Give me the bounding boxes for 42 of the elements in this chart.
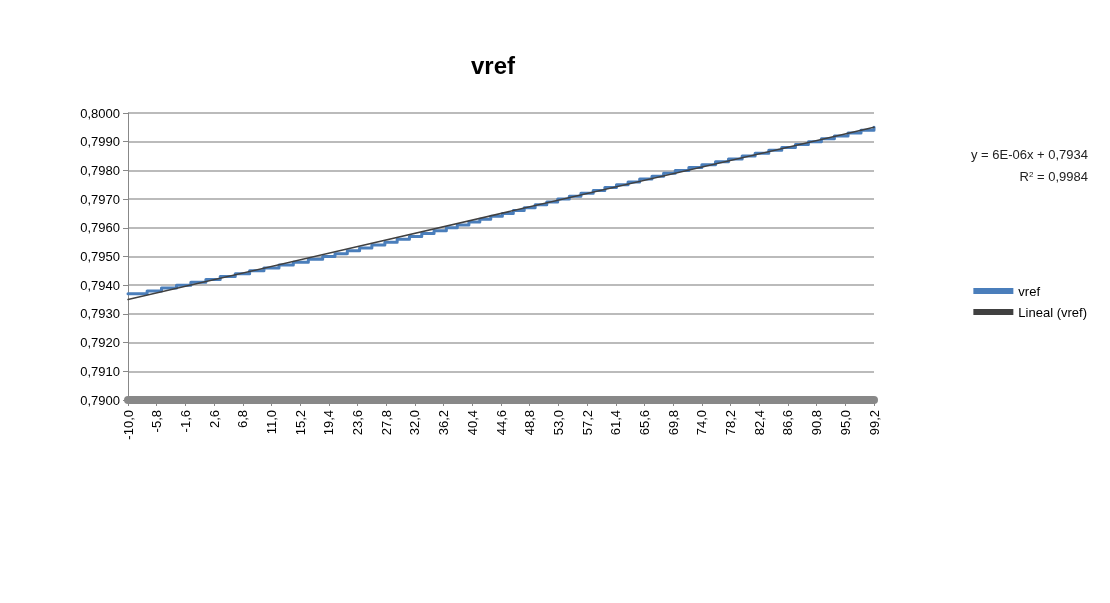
x-tick-label: 53,0 bbox=[550, 410, 566, 436]
y-tick-label: 0,7940 bbox=[80, 277, 120, 293]
x-tick-label: 2,6 bbox=[206, 410, 222, 429]
x-tick-label: 95,0 bbox=[837, 410, 853, 436]
x-tick-label: 82,4 bbox=[751, 410, 767, 436]
x-tick-label: 86,6 bbox=[780, 410, 796, 436]
x-tick-label: 36,2 bbox=[436, 410, 452, 436]
legend-label: Lineal (vref) bbox=[1018, 304, 1087, 320]
y-tick-label: 0,7980 bbox=[80, 162, 120, 178]
x-tick-label: 99,2 bbox=[866, 410, 882, 436]
y-tick-label: 0,7900 bbox=[80, 392, 120, 408]
x-tick-label: 40,4 bbox=[464, 410, 480, 436]
x-tick-label: -10,0 bbox=[120, 410, 136, 440]
chart-title: vref bbox=[470, 51, 517, 79]
x-tick-label: 32,0 bbox=[407, 410, 423, 436]
y-tick-label: 0,7950 bbox=[80, 249, 120, 264]
x-tick-label: 61,4 bbox=[608, 410, 624, 436]
y-tick-label: 0,7960 bbox=[80, 220, 120, 236]
x-tick-label: 78,2 bbox=[723, 410, 739, 436]
x-tick-label: 65,6 bbox=[636, 410, 652, 436]
x-tick-label: 11,0 bbox=[263, 410, 279, 435]
y-tick-label: 0,7910 bbox=[80, 363, 120, 379]
y-tick-label: 0,7920 bbox=[80, 335, 120, 351]
x-tick-label: 69,8 bbox=[665, 410, 681, 436]
y-tick-label: 0,7990 bbox=[80, 134, 120, 150]
text: y = 6E-06x + 0,7934 bbox=[970, 147, 1089, 162]
x-tick-label: 19,4 bbox=[321, 410, 337, 436]
x-tick-label: 44,6 bbox=[493, 410, 509, 436]
legend-label: vref bbox=[1018, 283, 1041, 299]
x-tick-label: 6,8 bbox=[235, 410, 251, 429]
x-tick-label: 15,2 bbox=[292, 410, 308, 436]
x-tick-label: 48,8 bbox=[522, 410, 538, 436]
y-tick-label: 0,8000 bbox=[80, 105, 120, 121]
x-tick-label: 23,6 bbox=[350, 410, 366, 436]
x-tick-label: 90,8 bbox=[809, 410, 825, 436]
y-tick-label: 0,7970 bbox=[80, 191, 120, 207]
x-tick-label: 57,2 bbox=[579, 410, 595, 436]
x-tick-label: -1,6 bbox=[177, 410, 193, 433]
x-tick-label: -5,8 bbox=[149, 410, 165, 433]
x-tick-label: 27,8 bbox=[378, 410, 394, 436]
y-tick-label: 0,7930 bbox=[80, 306, 120, 322]
x-tick-label: 74,0 bbox=[694, 410, 710, 436]
